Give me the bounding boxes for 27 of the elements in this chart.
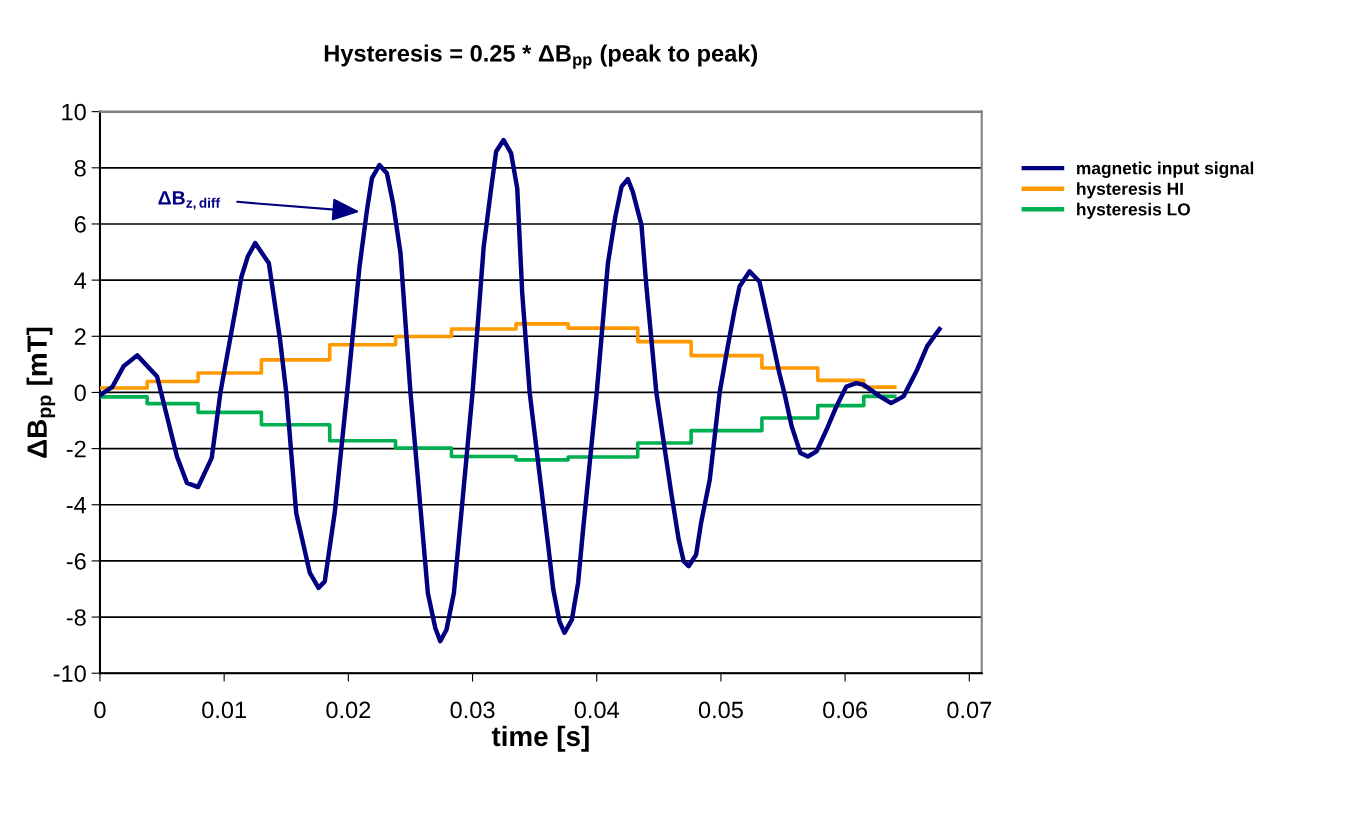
x-tick-label: 0.03 <box>450 701 495 719</box>
y-tick-label: 2 <box>74 328 86 345</box>
x-tick-label: 0 <box>94 701 106 719</box>
annotation: ΔB$_{z,diff}$ <box>158 191 221 210</box>
y-axis-title: ΔB$_{pp}$ [mT] <box>26 327 56 458</box>
y-tick-label: -2 <box>66 440 86 458</box>
y-tick-label: -4 <box>66 497 87 514</box>
line-series <box>99 137 942 644</box>
x-tick-label: 0.05 <box>698 701 743 719</box>
y-tick-label: 10 <box>62 103 86 121</box>
legend-label: magnetic input signal <box>1077 161 1254 178</box>
x-tick-label: 0.06 <box>823 701 868 719</box>
y-tick-label: 4 <box>74 272 87 289</box>
y-tick-label: -10 <box>53 665 86 683</box>
chart-title: Hysteresis = 0.25 * ΔB$_{pp}$ (peak to peak) <box>324 44 758 69</box>
x-axis-title: time [s] <box>491 725 589 752</box>
x-tick-label: 0.01 <box>202 701 246 719</box>
y-tick-label: 8 <box>74 159 86 177</box>
x-tick-label: 0.02 <box>326 701 371 719</box>
y-tick-label: 0 <box>74 384 86 402</box>
x-tick-label: 0.04 <box>574 701 620 719</box>
y-tick-label: 6 <box>74 216 86 233</box>
legend-label: hysteresis HI <box>1077 182 1183 199</box>
y-tick-label: -8 <box>66 609 86 626</box>
y-tick-label: -6 <box>66 552 86 570</box>
legend-label: hysteresis LO <box>1077 202 1190 219</box>
x-tick-label: 0.07 <box>947 701 992 719</box>
